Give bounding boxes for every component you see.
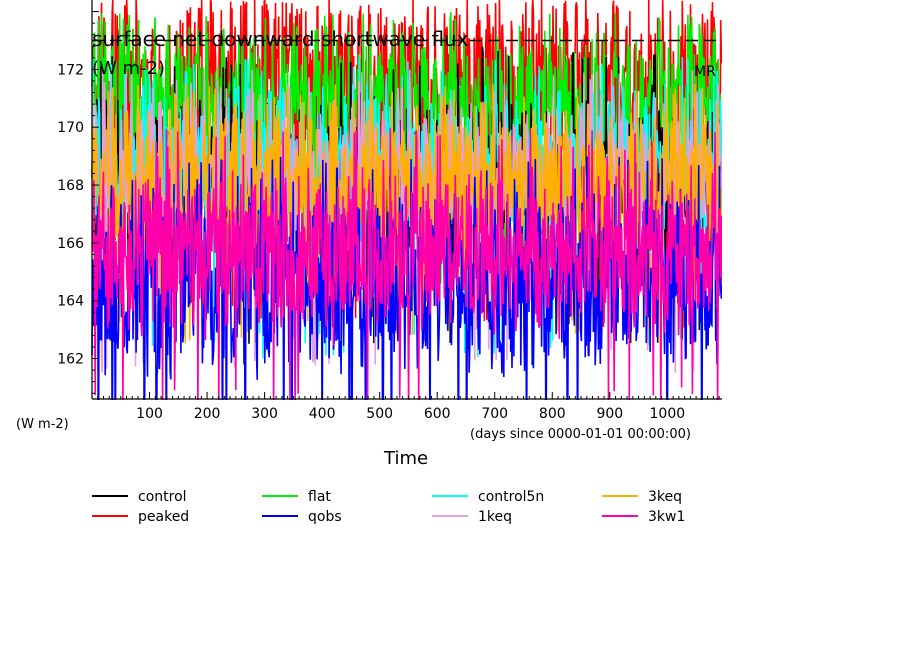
y-tick-label: 164 xyxy=(57,294,84,310)
y-tick-label: 172 xyxy=(57,62,84,78)
x-tick-label: 300 xyxy=(251,406,278,422)
x-axis-label: Time xyxy=(383,448,428,469)
x-tick-label: 1000 xyxy=(650,406,686,422)
x-tick-label: 800 xyxy=(539,406,566,422)
legend-label-3kw1: 3kw1 xyxy=(648,509,685,525)
units-top: (W m-2) xyxy=(92,58,165,79)
corner-label: MR xyxy=(694,64,716,80)
legend-label-1keq: 1keq xyxy=(478,509,512,525)
y-tick-label: 166 xyxy=(57,236,84,252)
legend-label-3keq: 3keq xyxy=(648,489,682,505)
legend-label-flat: flat xyxy=(308,489,331,505)
axes-layer: 100 200 300 400 500 600 700 800 900 1000 162 164 166… xyxy=(57,0,722,422)
units-side: (W m-2) xyxy=(16,417,69,432)
series-line-3kw1 xyxy=(91,127,722,400)
x-tick-label: 400 xyxy=(309,406,336,422)
legend-label-control5n: control5n xyxy=(478,489,544,505)
legend-label-control: control xyxy=(138,489,187,505)
chart-title: surface net downward shortwave flux xyxy=(92,27,469,51)
x-tick-label: 600 xyxy=(424,406,451,422)
y-tick-label: 162 xyxy=(57,352,84,368)
legend-label-peaked: peaked xyxy=(138,509,189,525)
legend-label-qobs: qobs xyxy=(308,509,342,525)
y-tick-label: 168 xyxy=(57,178,84,194)
x-tick-label: 500 xyxy=(366,406,393,422)
y-tick-label: 170 xyxy=(57,120,84,136)
x-tick-label: 100 xyxy=(136,406,163,422)
x-axis-sublabel: (days since 0000-01-01 00:00:00) xyxy=(470,427,691,442)
legend: control flat control5n 3keq peaked qobs 1keq 3k… xyxy=(92,489,685,525)
x-tick-label: 200 xyxy=(194,406,221,422)
series-layer xyxy=(91,0,722,400)
x-tick-label: 900 xyxy=(596,406,623,422)
x-tick-label: 700 xyxy=(481,406,508,422)
